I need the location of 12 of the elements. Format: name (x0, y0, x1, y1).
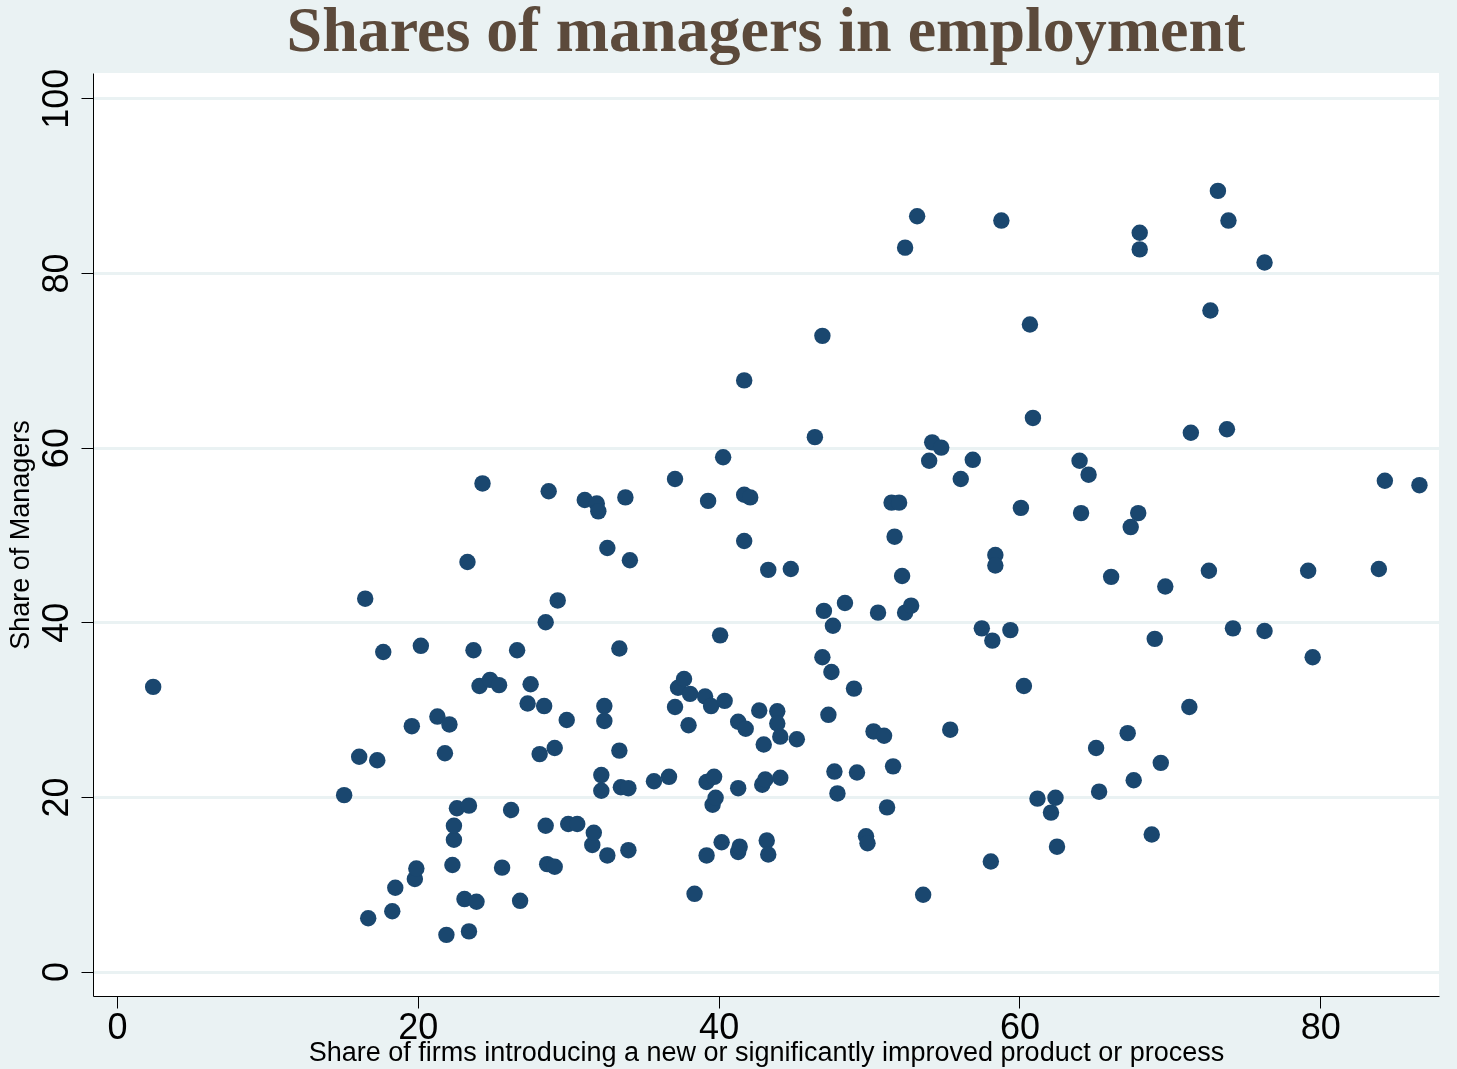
x-tick-label: 0 (107, 1005, 128, 1047)
y-axis-title: Share of Managers (4, 420, 35, 650)
y-tick-label: 80 (34, 253, 76, 294)
x-tick-label: 80 (1300, 1005, 1341, 1047)
y-tick-label: 100 (34, 68, 76, 129)
y-tick-label: 40 (34, 602, 76, 643)
x-tick-label: 40 (699, 1005, 740, 1047)
y-tick-label: 0 (34, 962, 76, 983)
chart-title: Shares of managers in employment (286, 0, 1247, 66)
y-tick-label: 60 (34, 428, 76, 469)
x-tick-label: 60 (999, 1005, 1040, 1047)
y-tick-label: 20 (34, 777, 76, 818)
